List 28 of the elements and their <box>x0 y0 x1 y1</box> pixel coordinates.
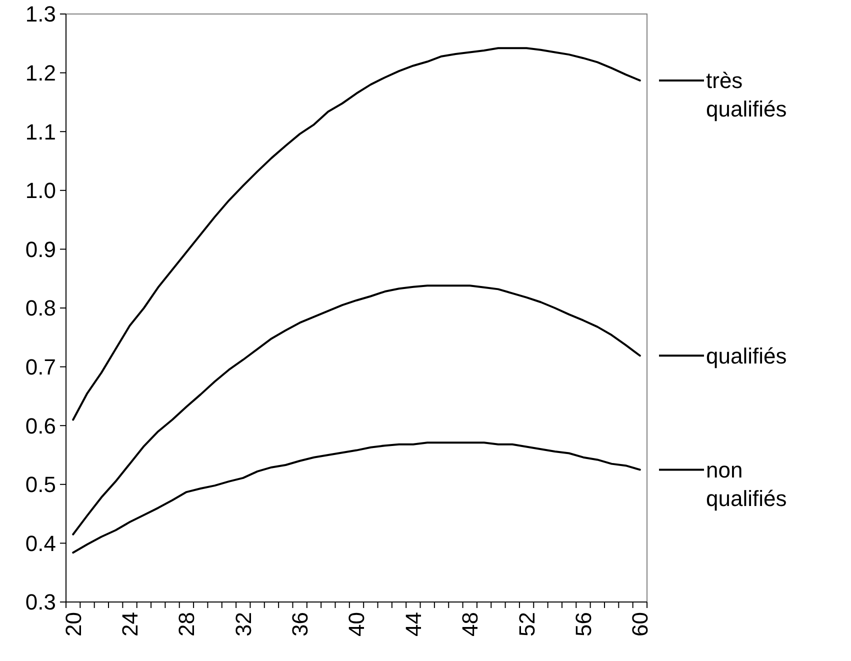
y-tick-label: 0.8 <box>25 296 56 321</box>
x-tick-label: 32 <box>230 612 256 636</box>
line-series <box>72 442 641 554</box>
y-tick-label: 0.7 <box>25 354 56 380</box>
x-tick-label: 28 <box>174 612 200 636</box>
y-tick-label: 1.2 <box>25 60 56 86</box>
x-tick-label: 56 <box>570 612 596 636</box>
line-series <box>72 284 641 536</box>
legend-label: non qualifiés <box>706 457 787 511</box>
x-tick-label: 36 <box>288 612 313 636</box>
x-tick-label: 60 <box>628 612 653 636</box>
y-tick-label: 0.6 <box>25 413 56 438</box>
y-tick-label: 1.1 <box>25 119 56 144</box>
line-series <box>72 47 641 421</box>
x-tick-label: 48 <box>458 612 483 636</box>
y-tick-label: 0.5 <box>25 472 56 498</box>
legend-label: très qualifiés <box>706 68 787 122</box>
y-tick-label: 1.3 <box>25 2 56 27</box>
y-tick-label: 0.4 <box>25 530 56 556</box>
x-tick-label: 20 <box>60 612 86 636</box>
y-tick-label: 1.0 <box>25 178 56 204</box>
y-tick-label: 0.3 <box>25 590 56 615</box>
x-tick-label: 52 <box>514 612 540 636</box>
x-tick-label: 40 <box>344 612 370 636</box>
legend-label: qualifiés <box>706 343 787 368</box>
x-tick-label: 44 <box>400 612 426 636</box>
y-tick-label: 0.9 <box>25 236 56 262</box>
x-tick-label: 24 <box>117 612 142 636</box>
